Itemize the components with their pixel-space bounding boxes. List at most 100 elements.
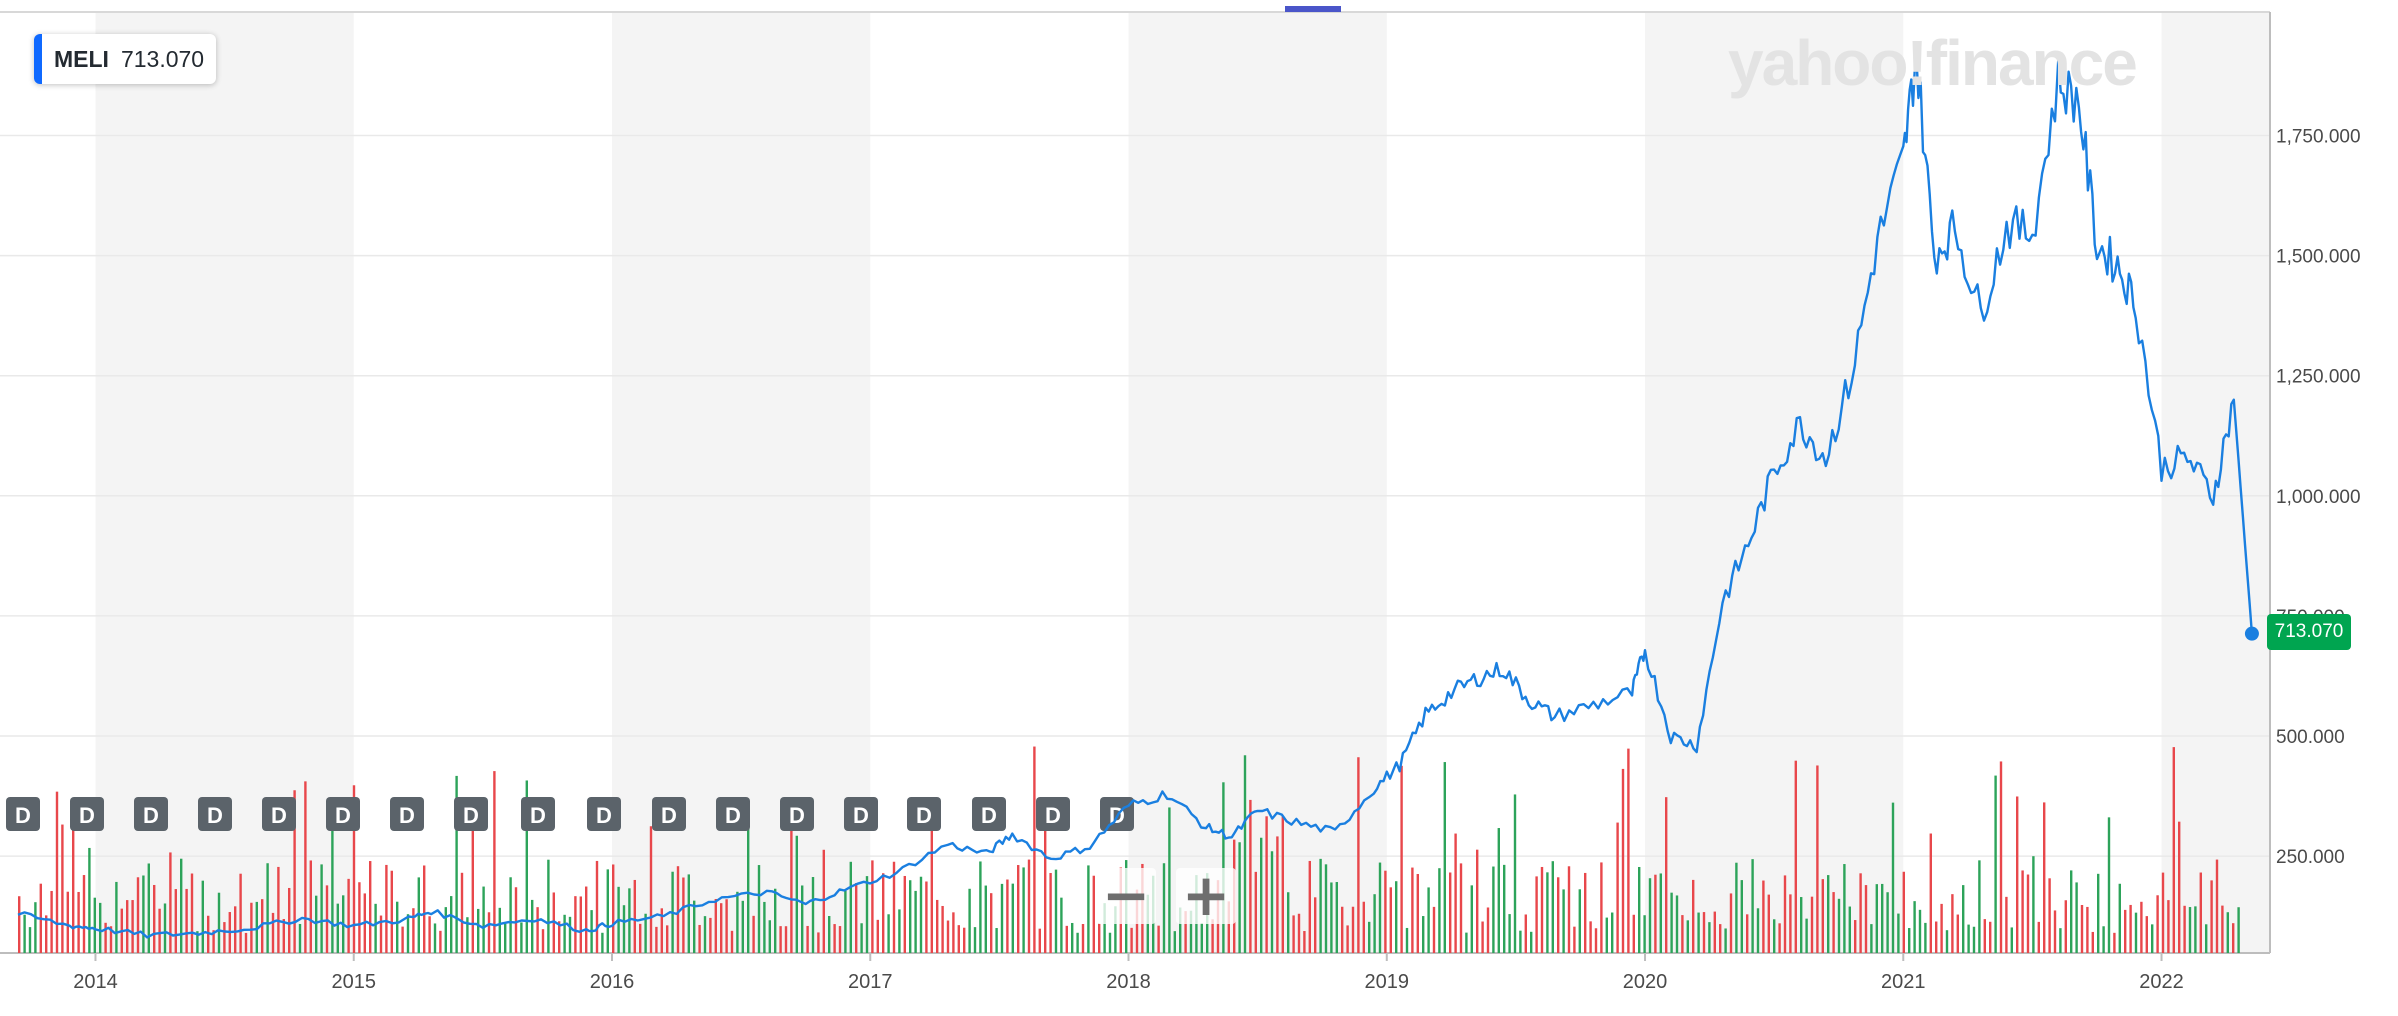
volume-bar (1373, 894, 1376, 953)
volume-bar (568, 916, 572, 953)
volume-bar (1891, 802, 1895, 953)
volume-bar (1395, 881, 1398, 953)
ticker-accent (34, 34, 42, 84)
volume-bar (1054, 869, 1058, 953)
volume-bar (1238, 842, 1241, 953)
volume-bar (1843, 864, 1846, 953)
volume-bar (725, 899, 728, 953)
volume-bar (1076, 932, 1079, 953)
range-indicator[interactable] (1285, 6, 1341, 12)
volume-bar (774, 888, 777, 953)
volume-bar (1530, 931, 1533, 953)
volume-bar (563, 914, 566, 953)
volume-bar (882, 873, 885, 953)
volume-bar (2172, 747, 2175, 953)
volume-bar (1816, 765, 1819, 953)
volume-bar (423, 865, 426, 953)
volume-bar (1017, 865, 1020, 953)
volume-bar (1632, 914, 1635, 953)
volume-bar (1416, 874, 1419, 953)
volume-bar (147, 863, 150, 953)
volume-bar (347, 878, 350, 953)
x-tick-label: 2015 (331, 971, 376, 993)
volume-bar (914, 890, 917, 953)
volume-bar (1729, 893, 1733, 953)
event-marker-label: D (596, 803, 612, 828)
volume-bar (277, 866, 280, 953)
volume-bar (2188, 907, 2192, 953)
volume-bar (1697, 912, 1700, 953)
year-band (611, 12, 871, 953)
y-tick-label: 1,500.000 (2276, 247, 2361, 268)
volume-bar (709, 917, 712, 953)
ticker-badge[interactable]: MELI 713.070 (34, 34, 217, 84)
event-marker-label: D (789, 803, 805, 828)
volume-bar (925, 881, 928, 953)
event-marker (262, 797, 296, 831)
volume-bar (1389, 887, 1392, 953)
volume-bar (1994, 775, 1997, 953)
event-marker-label: D (661, 803, 677, 828)
volume-bar (1805, 918, 1808, 953)
volume-bar (930, 804, 933, 953)
volume-bar (1346, 925, 1349, 953)
volume-bar (1929, 833, 1932, 953)
volume-bar (585, 886, 588, 953)
volume-bar (1692, 879, 1695, 953)
volume-bar (131, 900, 134, 953)
volume-bar (1476, 849, 1479, 953)
volume-bar (2178, 821, 2181, 953)
volume-bar (1486, 907, 1490, 953)
event-marker (70, 797, 104, 831)
volume-bar (504, 923, 507, 953)
volume-bar (185, 888, 188, 953)
volume-bar (1184, 911, 1187, 953)
zoom-in-button[interactable]: + (1176, 866, 1236, 924)
volume-bar (2005, 896, 2008, 953)
yahoo-finance-logo: yahoo!finance (1728, 27, 2138, 99)
volume-bar (28, 927, 32, 953)
volume-bar (693, 900, 696, 953)
volume-bar (309, 860, 312, 953)
event-marker-label: D (463, 803, 479, 828)
event-marker (907, 797, 941, 831)
volume-bar (1314, 897, 1317, 953)
zoom-out-button[interactable]: − (1096, 866, 1156, 924)
volume-bar (1605, 917, 1608, 953)
volume-bar (525, 780, 528, 953)
volume-bar (1341, 906, 1344, 953)
volume-bar (698, 924, 701, 953)
volume-bar (1465, 932, 1468, 953)
volume-bar (1659, 873, 1662, 953)
volume-bar (919, 876, 923, 953)
volume-bar (1400, 765, 1403, 953)
volume-bar (811, 877, 815, 953)
volume-bar (714, 898, 717, 953)
volume-bar (747, 802, 750, 953)
volume-bar (1162, 863, 1166, 953)
volume-bar (1027, 859, 1031, 953)
volume-bar (2032, 856, 2035, 953)
volume-bar (1918, 909, 1922, 953)
volume-bar (2232, 923, 2235, 953)
last-price-point (2244, 626, 2259, 641)
volume-bar (1287, 892, 1290, 953)
volume-bar (1443, 762, 1446, 953)
volume-bar (2199, 872, 2202, 953)
event-marker (716, 797, 750, 831)
y-tick-label: 1,000.000 (2276, 487, 2361, 508)
volume-bar (1708, 922, 1711, 953)
volume-bar (1432, 906, 1436, 953)
volume-bar (1600, 862, 1603, 953)
volume-bar (455, 775, 458, 953)
volume-bar (207, 915, 210, 953)
volume-bar (1945, 930, 1949, 953)
volume-bar (271, 912, 275, 953)
ticker-price: 713.070 (120, 45, 205, 72)
volume-bar (174, 889, 177, 953)
event-marker-label: D (79, 803, 95, 828)
volume-bar (2194, 906, 2197, 953)
volume-bar (1908, 928, 1911, 953)
volume-bar (72, 824, 75, 953)
